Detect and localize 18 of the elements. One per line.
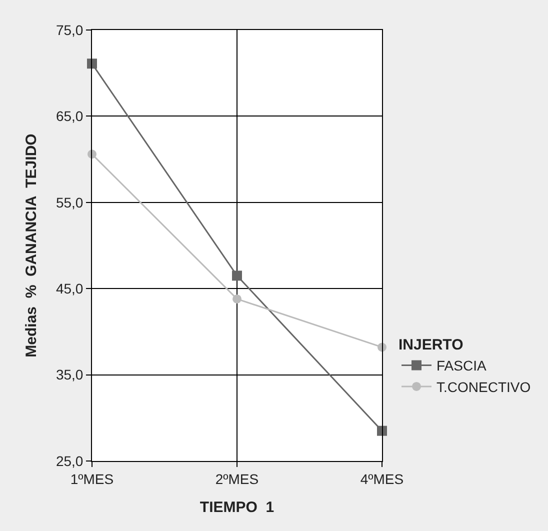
y-tick-label: 75,0 <box>56 22 84 38</box>
point <box>232 270 242 281</box>
y-tick-label: 25,0 <box>56 452 84 469</box>
legend-label: FASCIA <box>436 358 487 374</box>
x-tick-label: 2ºMES <box>215 470 259 487</box>
legend-label: T.CONECTIVO <box>436 378 531 395</box>
x-tick-label: 4ºMES <box>360 470 404 487</box>
x-axis-title: TIEMPO 1 <box>200 498 274 516</box>
point <box>87 58 97 69</box>
point <box>377 426 387 436</box>
x-tick-label: 1ºMES <box>70 470 114 487</box>
y-tick-label: 35,0 <box>56 366 84 383</box>
legend-title: INJERTO <box>398 336 464 354</box>
y-axis-title: Medias % GANANCIA TEJIDO <box>23 133 40 358</box>
y-tick-label: 65,0 <box>56 108 84 124</box>
point <box>232 294 242 304</box>
y-tick-label: 55,0 <box>56 194 84 210</box>
y-tick-label: 45,0 <box>56 280 84 296</box>
